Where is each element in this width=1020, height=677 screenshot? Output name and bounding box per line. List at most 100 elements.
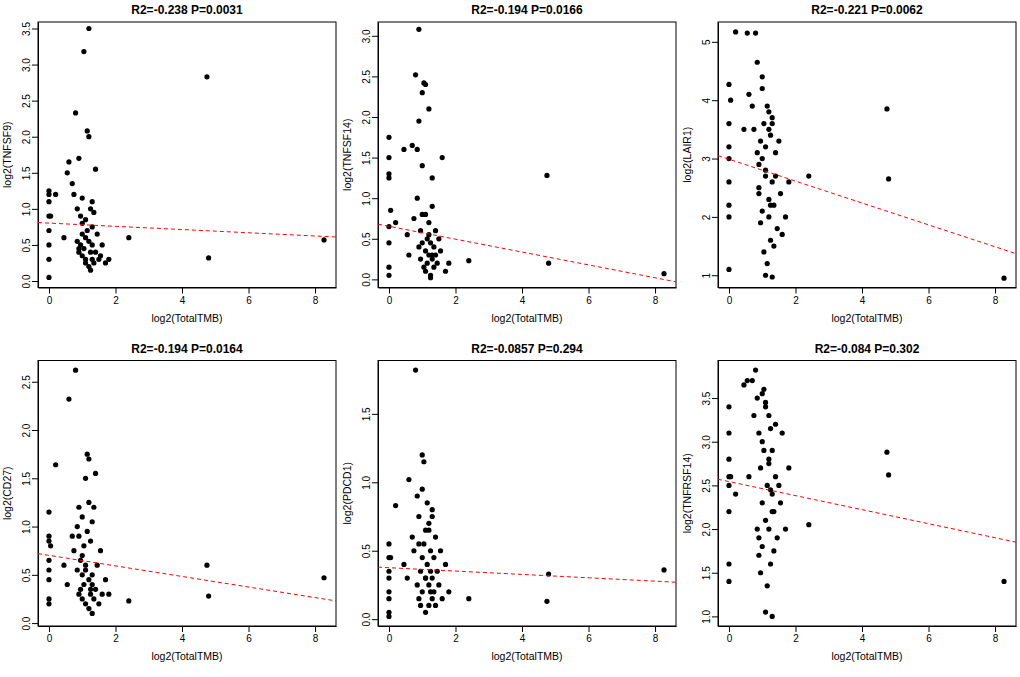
y-tick-mark [372,279,378,280]
point [806,173,811,178]
point [763,404,768,409]
point [726,121,731,126]
point [760,439,765,444]
y-tick-mark [32,137,38,138]
point [46,275,51,280]
point [733,29,738,34]
point [85,452,90,457]
point [745,30,750,35]
point [884,450,889,455]
x-axis: 02468 [39,288,337,306]
point [745,378,750,383]
point [86,26,91,31]
panel: 024680.00.51.01.52.02.5R2=-0.194 P=0.016… [1,342,337,663]
point [440,596,445,601]
y-tick-label: 3.0 [701,435,712,449]
point [661,271,666,276]
y-axis: 0.00.51.01.5 [361,361,379,627]
point [765,483,770,488]
y-tick-mark [372,76,378,77]
point [386,155,391,160]
point [768,133,773,138]
point [80,195,85,200]
point [726,561,731,566]
point [75,206,80,211]
point [83,601,88,606]
trend-line [718,479,1016,542]
y-tick: 5 [701,39,718,45]
point [430,514,435,519]
point [776,138,781,143]
point [806,522,811,527]
point [83,476,88,481]
y-tick-label: 2 [701,214,712,220]
y-tick-mark [32,478,38,479]
point [423,82,428,87]
point [438,548,443,553]
point [435,569,440,574]
y-tick-label: 3.5 [701,391,712,405]
y-tick-mark [372,619,378,620]
point [415,582,420,587]
point [46,534,51,539]
point [65,170,70,175]
x-tick-mark [729,626,730,632]
point [386,265,391,270]
y-tick: 3.0 [21,58,38,72]
title: R2=-0.221 P=0.0062 [811,3,923,17]
y-axis-line [38,23,39,289]
y-tick: 1.5 [701,566,718,580]
point [758,138,763,143]
point [760,500,765,505]
x-tick-label: 8 [313,633,319,644]
x-tick-mark [522,626,523,632]
y-axis-title: log2(TNFRSF14) [681,453,693,533]
x-axis-title: log2(TotalTMB) [151,312,222,324]
point [76,592,81,597]
x-tick-mark [389,288,390,294]
y-tick: 3.0 [361,29,378,43]
y-tick: 2.0 [21,423,38,437]
x-tick: 0 [387,288,393,306]
point [48,213,53,218]
y-tick-label: 0.5 [361,232,372,246]
point [386,541,391,546]
x-tick-mark [389,626,390,632]
y-tick-label: 0.0 [361,272,372,286]
trend-line [38,223,336,237]
y-tick-label: 0.0 [21,616,32,630]
x-tick-label: 6 [586,633,592,644]
point [433,603,438,608]
y-tick-mark [32,209,38,210]
x-axis-title: log2(TotalTMB) [831,650,902,662]
point [98,253,103,258]
y-tick: 0.5 [21,238,38,252]
x-tick-label: 2 [793,295,799,306]
y-axis-title: log2(TNFSF9) [1,121,13,188]
x-tick-label: 0 [387,295,393,306]
y-tick-label: 5 [701,39,712,45]
plot-frame [718,22,1016,288]
x-tick-label: 8 [653,633,659,644]
point [95,232,100,237]
point [761,249,766,254]
y-tick: 1.0 [21,202,38,216]
data-layer [378,27,676,282]
title: R2=-0.0857 P=0.294 [471,342,583,356]
point [401,147,406,152]
y-tick-mark [372,551,378,552]
y-tick-label: 3.0 [361,29,372,43]
panel: 024680.00.51.01.52.02.53.03.5R2=-0.238 P… [1,3,337,324]
point [466,258,471,263]
y-tick-mark [32,382,38,383]
y-tick-label: 2.0 [21,130,32,144]
x-tick-label: 6 [246,633,252,644]
y-axis-line [378,361,379,627]
point [46,567,51,572]
point [773,422,778,427]
point [46,192,51,197]
point [386,614,391,619]
point [90,582,95,587]
point [770,179,775,184]
x-tick-mark [315,288,316,294]
